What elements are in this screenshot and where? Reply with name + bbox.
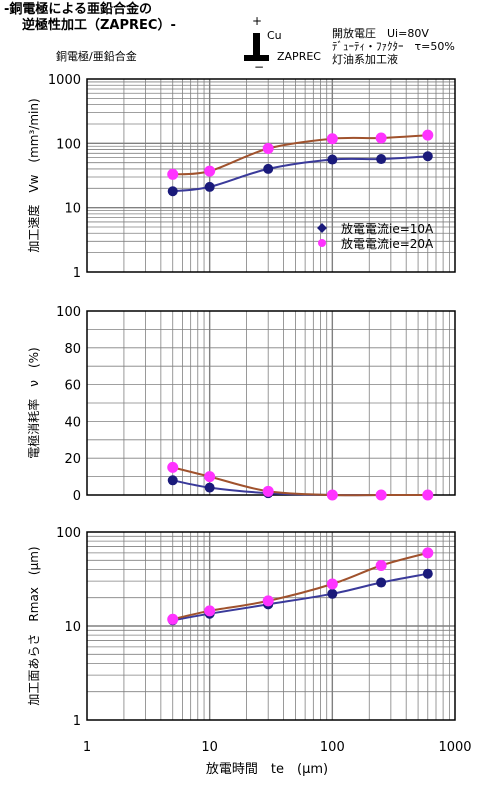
data-point-series-2	[204, 165, 216, 177]
data-point-series-2	[375, 560, 387, 572]
chart-1: 1 10 100 1000 加工速度 Vw (mm³/min) 放電電流ie=10A放電電…	[26, 73, 456, 281]
y-tick-label: 0	[73, 489, 81, 504]
legend-label-1: 放電電流ie=10A	[341, 221, 434, 236]
y-tick-label: 1000	[48, 73, 81, 88]
data-point-series-2	[375, 489, 387, 501]
x-axis-label: 放電時間 te (μm)	[206, 762, 328, 777]
x-tick-label: 10	[201, 740, 218, 755]
y-tick-label: 20	[64, 452, 81, 467]
data-point-series-2	[204, 471, 216, 483]
y-tick-label: 1	[73, 714, 81, 729]
material-subtitle: 銅電極/亜鉛合金	[56, 50, 137, 63]
data-point-series-1	[376, 154, 387, 165]
legend-marker-2	[318, 239, 326, 247]
chart-3: 1 10 100 1 10 100 1000 加工面あらさ Rmax (μm) 放電時間 te …	[27, 526, 472, 777]
workpiece-icon	[244, 55, 269, 61]
legend-label-2: 放電電流ie=20A	[341, 236, 434, 251]
legend-marker-1	[317, 223, 327, 233]
y-tick-label: 100	[56, 137, 81, 152]
data-point-series-1	[263, 163, 274, 174]
plot-frame	[86, 78, 456, 273]
electrode-icon	[253, 33, 260, 55]
data-point-series-1	[167, 186, 178, 197]
page-title-line2: 逆極性加工（ZAPREC）-	[22, 18, 176, 33]
process-label: ZAPREC	[277, 50, 321, 63]
data-point-series-2	[204, 605, 216, 617]
y-tick-label: 10	[64, 620, 81, 635]
y-tick-label: 40	[64, 415, 81, 430]
data-point-series-2	[422, 129, 434, 141]
page-title-line1: -銅電極による亜鉛合金の	[4, 2, 153, 17]
polarity-diagram: + Cu ZAPREC −	[240, 14, 321, 76]
x-tick-label: 1	[83, 740, 91, 755]
polarity-minus: −	[254, 60, 265, 74]
plot-area	[87, 79, 455, 272]
data-point-series-2	[167, 461, 179, 473]
data-point-series-2	[422, 489, 434, 501]
data-point-series-2	[326, 133, 338, 145]
y-tick-label: 10	[64, 202, 81, 217]
data-point-series-1	[204, 181, 215, 192]
data-point-series-2	[326, 578, 338, 590]
y-tick-label: 100	[56, 305, 81, 320]
y-tick-label: 1	[73, 266, 81, 281]
data-point-series-1	[422, 151, 433, 162]
data-point-series-1	[204, 482, 215, 493]
grid-lines	[87, 532, 455, 720]
y-tick-label: 60	[64, 379, 81, 394]
data-point-series-2	[262, 485, 274, 497]
data-point-series-1	[167, 475, 178, 486]
y-tick-label: 80	[64, 342, 81, 357]
data-point-series-1	[422, 568, 433, 579]
y-axis-label: 電極消耗率 ν (%)	[26, 347, 41, 458]
data-point-series-2	[375, 132, 387, 144]
data-point-series-1	[327, 154, 338, 165]
data-point-series-1	[327, 588, 338, 599]
condition-fluid: 灯油系加工液	[332, 53, 398, 66]
condition-duty: ﾃﾞｭｰﾃｨ・ﾌｧｸﾀｰ τ=50%	[332, 40, 455, 53]
polarity-plus: +	[252, 14, 263, 28]
y-tick-label: 100	[56, 526, 81, 541]
x-tick-label: 100	[320, 740, 345, 755]
data-point-series-2	[167, 168, 179, 180]
data-point-series-2	[262, 143, 274, 155]
data-point-series-2	[262, 595, 274, 607]
y-axis-label: 加工面あらさ Rmax (μm)	[27, 546, 41, 705]
plot-frame	[86, 531, 456, 721]
electrode-label: Cu	[267, 29, 282, 42]
data-point-series-1	[376, 577, 387, 588]
data-point-series-2	[422, 547, 434, 559]
data-point-series-2	[167, 613, 179, 625]
data-point-series-2	[326, 489, 338, 501]
y-axis-label: 加工速度 Vw (mm³/min)	[26, 98, 41, 252]
x-tick-label: 1000	[438, 740, 471, 755]
grid-lines	[87, 311, 455, 495]
chart-2: 0 20 40 60 80 100 電極消耗率 ν (%)	[26, 305, 456, 504]
condition-voltage: 開放電圧 Ui=80V	[332, 27, 429, 40]
